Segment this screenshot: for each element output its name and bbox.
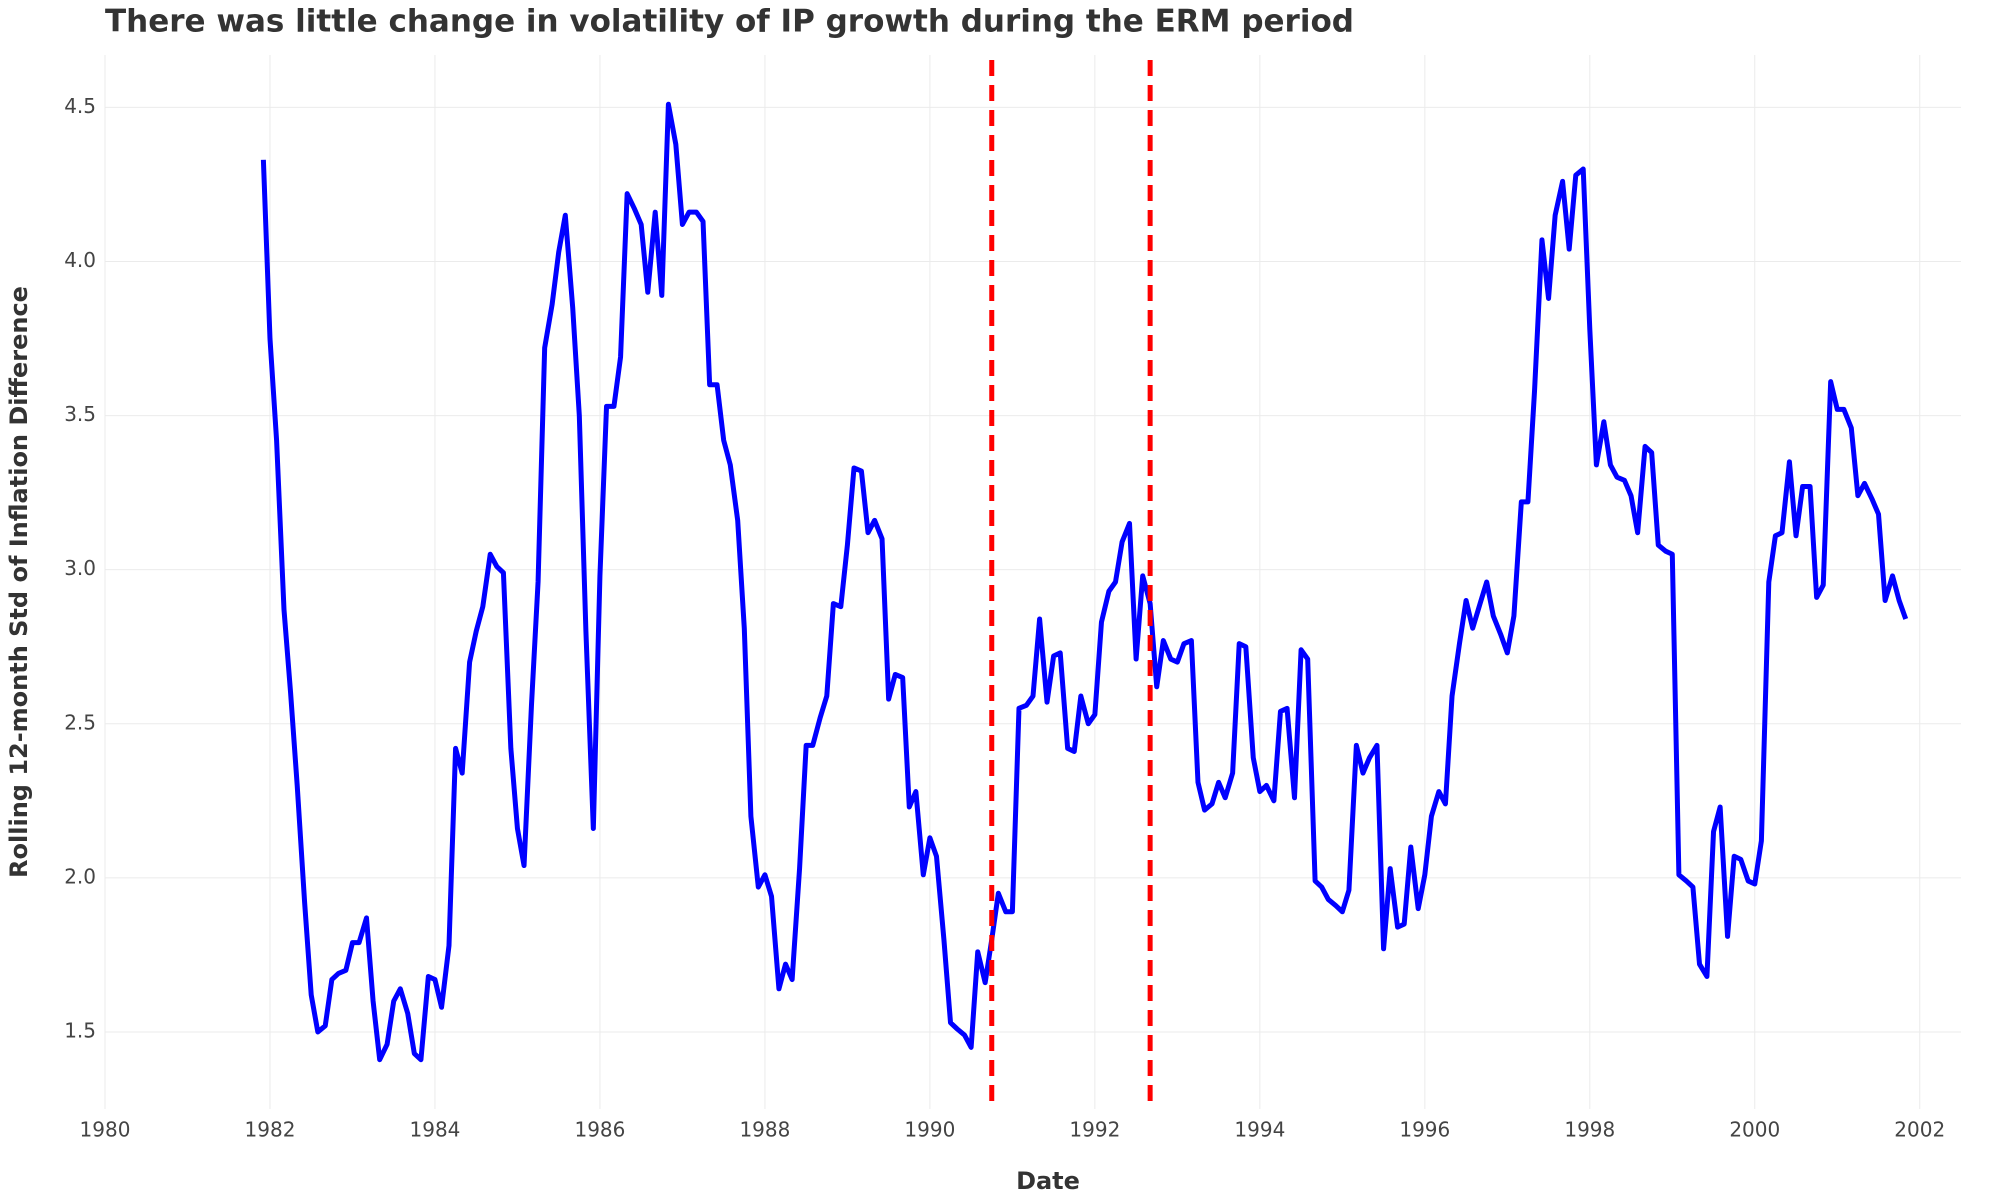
- chart-title: There was little change in volatility of…: [105, 4, 1354, 40]
- data-line: [260, 101, 1909, 1063]
- x-tick-label: 2002: [1894, 1118, 1945, 1142]
- x-tick-label: 1990: [904, 1118, 955, 1142]
- y-tick-label: 2.5: [64, 710, 96, 734]
- y-tick-label: 4.0: [64, 248, 96, 272]
- x-tick-label: 2000: [1729, 1118, 1780, 1142]
- x-tick-label: 1996: [1399, 1118, 1450, 1142]
- x-tick-label: 1988: [739, 1118, 790, 1142]
- y-tick-label: 1.5: [64, 1018, 96, 1042]
- x-tick-label: 1984: [410, 1118, 461, 1142]
- x-tick-label: 1980: [80, 1118, 131, 1142]
- x-tick-label: 1986: [574, 1118, 625, 1142]
- x-axis-label: Date: [1016, 1167, 1080, 1195]
- y-tick-label: 2.0: [64, 864, 96, 888]
- x-tick-label: 1982: [245, 1118, 296, 1142]
- x-tick-label: 1998: [1564, 1118, 1615, 1142]
- y-axis-label: Rolling 12-month Std of Inflation Differ…: [5, 286, 33, 878]
- y-tick-label: 4.5: [64, 94, 96, 118]
- y-tick-label: 3.0: [64, 556, 96, 580]
- y-tick-label: 3.5: [64, 402, 96, 426]
- x-tick-label: 1994: [1234, 1118, 1285, 1142]
- x-tick-label: 1992: [1069, 1118, 1120, 1142]
